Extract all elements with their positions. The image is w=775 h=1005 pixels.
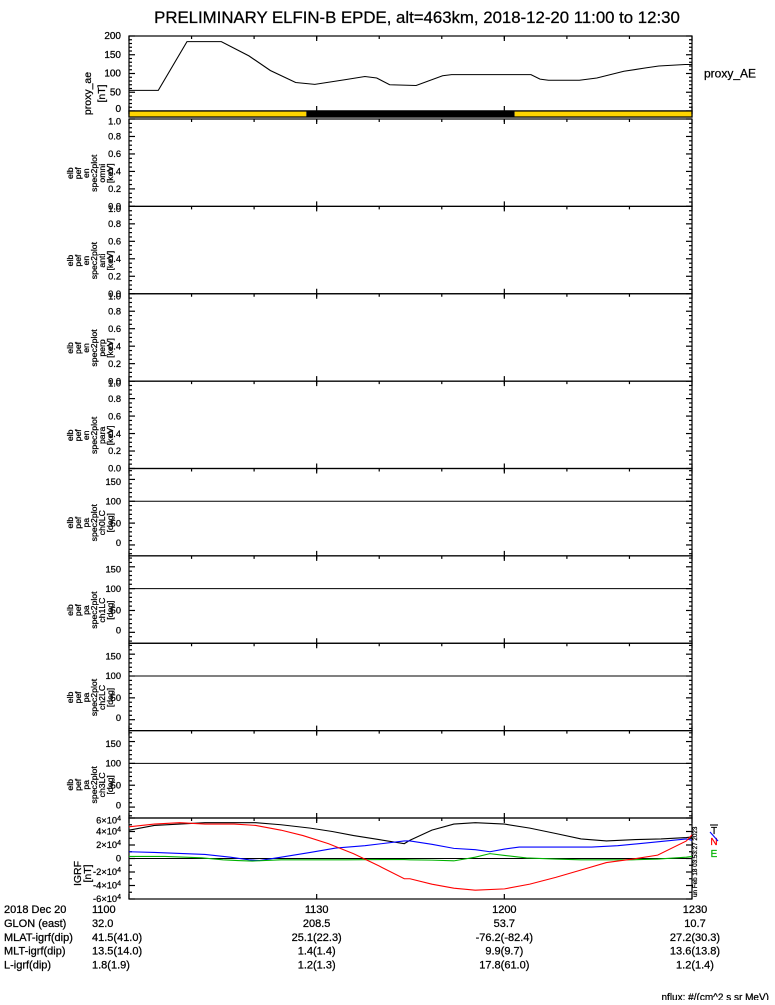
svg-text:0: 0 [116, 800, 121, 810]
svg-text:[keV]: [keV] [105, 251, 115, 271]
svg-text:[keV]: [keV] [105, 338, 115, 358]
svg-text:0.6: 0.6 [108, 411, 121, 421]
svg-text:[keV]: [keV] [105, 425, 115, 445]
svg-text:25.1(22.3): 25.1(22.3) [292, 932, 342, 944]
svg-text:208.5: 208.5 [303, 918, 331, 930]
svg-text:100: 100 [105, 496, 121, 506]
svg-text:50: 50 [110, 87, 122, 98]
svg-text:0.2: 0.2 [108, 359, 121, 369]
svg-text:1.0: 1.0 [108, 379, 121, 389]
svg-text:[nT]: [nT] [82, 864, 94, 882]
svg-text:0: 0 [116, 626, 121, 636]
svg-text:[nT]: [nT] [96, 84, 108, 102]
svg-text:100: 100 [105, 671, 121, 681]
svg-text:GLON (east): GLON (east) [4, 918, 66, 930]
svg-text:2018 Dec 20: 2018 Dec 20 [4, 904, 66, 916]
svg-text:100: 100 [104, 69, 121, 80]
svg-text:1.2(1.4): 1.2(1.4) [676, 960, 714, 972]
svg-text:1.0: 1.0 [108, 117, 121, 127]
svg-text:1230: 1230 [683, 904, 707, 916]
svg-text:un Feb 18 03:53:27 2023: un Feb 18 03:53:27 2023 [692, 826, 699, 897]
svg-text:[keV]: [keV] [105, 163, 115, 183]
svg-text:-6×104: -6×104 [93, 894, 121, 905]
svg-text:PRELIMINARY ELFIN-B EPDE, alt=: PRELIMINARY ELFIN-B EPDE, alt=463km, 201… [154, 8, 680, 27]
svg-text:17.8(61.0): 17.8(61.0) [479, 960, 529, 972]
svg-text:1.0: 1.0 [108, 204, 121, 214]
svg-text:150: 150 [105, 652, 121, 662]
svg-text:[deg]: [deg] [105, 600, 115, 619]
svg-text:L-igrf(dip): L-igrf(dip) [4, 960, 51, 972]
svg-text:150: 150 [105, 477, 121, 487]
svg-text:9.9(9.7): 9.9(9.7) [485, 946, 523, 958]
svg-text:[deg]: [deg] [105, 775, 115, 794]
svg-text:100: 100 [105, 759, 121, 769]
svg-text:150: 150 [104, 50, 121, 61]
svg-text:T: T [711, 826, 717, 837]
svg-text:[deg]: [deg] [105, 688, 115, 707]
svg-text:0.0: 0.0 [108, 464, 121, 474]
svg-text:1.2(1.3): 1.2(1.3) [298, 960, 336, 972]
svg-text:10.7: 10.7 [684, 918, 705, 930]
svg-text:53.7: 53.7 [494, 918, 515, 930]
svg-text:0.8: 0.8 [108, 132, 121, 142]
svg-text:MLAT-igrf(dip): MLAT-igrf(dip) [4, 932, 73, 944]
svg-text:proxy_ae: proxy_ae [82, 72, 94, 115]
svg-text:0.8: 0.8 [108, 306, 121, 316]
svg-text:nflux: #/(cm^2 s sr MeV): nflux: #/(cm^2 s sr MeV) [662, 993, 770, 1000]
svg-text:0.6: 0.6 [108, 149, 121, 159]
svg-text:0.8: 0.8 [108, 219, 121, 229]
svg-text:0: 0 [116, 854, 121, 864]
svg-text:1.8(1.9): 1.8(1.9) [92, 960, 130, 972]
svg-text:150: 150 [105, 739, 121, 749]
svg-text:1100: 1100 [92, 904, 116, 916]
svg-text:0.8: 0.8 [108, 394, 121, 404]
svg-text:-4×104: -4×104 [93, 880, 121, 891]
svg-text:[deg]: [deg] [105, 513, 115, 532]
svg-text:0: 0 [116, 713, 121, 723]
svg-text:proxy_AE: proxy_AE [704, 67, 756, 81]
svg-text:0.6: 0.6 [108, 237, 121, 247]
svg-text:1.4(1.4): 1.4(1.4) [298, 946, 336, 958]
svg-text:1130: 1130 [305, 904, 329, 916]
svg-text:0.2: 0.2 [108, 446, 121, 456]
svg-text:200: 200 [104, 31, 121, 42]
svg-text:0.2: 0.2 [108, 184, 121, 194]
svg-text:13.5(14.0): 13.5(14.0) [92, 946, 142, 958]
svg-text:1.0: 1.0 [108, 291, 121, 301]
svg-text:MLT-igrf(dip): MLT-igrf(dip) [4, 946, 66, 958]
svg-text:0: 0 [115, 104, 121, 115]
svg-text:-76.2(-82.4): -76.2(-82.4) [476, 932, 533, 944]
svg-text:13.6(13.8): 13.6(13.8) [670, 946, 720, 958]
svg-text:27.2(30.3): 27.2(30.3) [670, 932, 720, 944]
svg-text:E: E [711, 849, 718, 860]
svg-text:41.5(41.0): 41.5(41.0) [92, 932, 142, 944]
svg-text:0: 0 [116, 538, 121, 548]
svg-text:150: 150 [105, 564, 121, 574]
svg-text:0.6: 0.6 [108, 324, 121, 334]
svg-text:1200: 1200 [492, 904, 516, 916]
svg-text:32.0: 32.0 [92, 918, 113, 930]
svg-text:0.2: 0.2 [108, 271, 121, 281]
svg-text:100: 100 [105, 584, 121, 594]
svg-text:-2×104: -2×104 [93, 867, 121, 878]
